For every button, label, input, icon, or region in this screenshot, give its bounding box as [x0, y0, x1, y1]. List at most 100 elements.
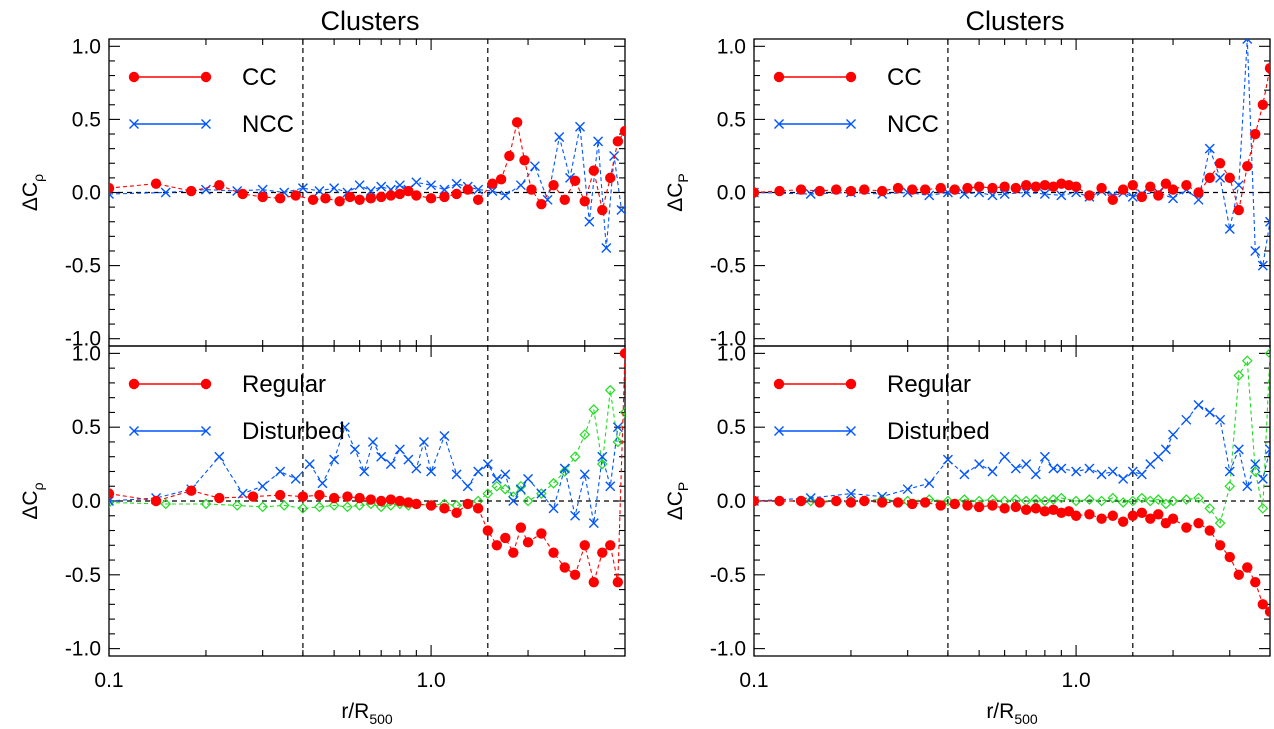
data-point [1215, 172, 1226, 183]
legend-marker [846, 119, 856, 129]
data-point [439, 503, 450, 514]
data-point [601, 243, 612, 254]
data-point [1127, 191, 1138, 202]
data-point [354, 194, 365, 206]
data-point [1224, 480, 1236, 492]
data-point [554, 131, 565, 142]
data-point [575, 121, 586, 132]
data-point [1010, 182, 1022, 194]
data-point [1010, 463, 1021, 474]
legend-marker [128, 378, 140, 390]
data-point [1181, 179, 1192, 191]
data-point [317, 478, 328, 489]
data-point [795, 184, 807, 195]
y-tick-label: -0.5 [710, 564, 746, 587]
data-point [1264, 348, 1270, 359]
data-point [1020, 179, 1032, 191]
data-point [1204, 172, 1215, 184]
y-axis-label-subscript: P [675, 482, 691, 491]
data-point [472, 194, 484, 206]
data-point [1145, 459, 1156, 470]
x-tick-label: 0.1 [739, 669, 768, 692]
data-point [559, 463, 570, 474]
data-point [504, 150, 515, 162]
data-point [1257, 99, 1269, 110]
legend-label: Disturbed [242, 418, 345, 445]
data-point [612, 436, 624, 448]
data-point [473, 466, 484, 477]
legend-label: CC [887, 64, 922, 91]
data-point [365, 186, 376, 197]
data-point [529, 161, 540, 172]
data-point [876, 497, 888, 508]
series-line-diamond [754, 353, 1270, 525]
data-point [307, 194, 319, 206]
data-point [365, 494, 377, 505]
data-point [482, 459, 493, 470]
data-point [987, 182, 998, 194]
data-point [214, 492, 225, 504]
data-point [959, 469, 970, 480]
legend-label: NCC [887, 111, 939, 138]
data-point [612, 136, 624, 147]
data-point [411, 177, 422, 188]
data-point [1167, 495, 1179, 507]
data-point [1107, 510, 1118, 521]
data-point [949, 498, 960, 510]
data-point [411, 463, 422, 474]
data-point [1096, 513, 1107, 524]
x-axis-label-main: r/R [341, 700, 369, 723]
data-point [1096, 469, 1107, 480]
data-point [526, 184, 537, 195]
y-axis-label: ΔCρ [19, 482, 46, 519]
data-point [1039, 451, 1050, 462]
data-point [214, 179, 225, 191]
data-point [569, 175, 581, 187]
data-point [999, 503, 1010, 514]
data-point [257, 501, 269, 513]
data-point [1257, 503, 1269, 514]
data-point [297, 183, 308, 194]
data-point [579, 469, 590, 480]
data-point [1193, 517, 1204, 529]
data-point [394, 180, 405, 191]
legend-label: Regular [242, 371, 326, 398]
data-point [439, 191, 450, 203]
data-point [548, 547, 559, 558]
data-point [425, 193, 437, 204]
data-point [892, 182, 904, 194]
legend-marker [200, 378, 212, 390]
data-point [491, 540, 503, 551]
data-point [604, 384, 616, 396]
data-point [907, 184, 918, 195]
data-point [385, 500, 397, 511]
data-point [1020, 504, 1032, 516]
data-point [942, 454, 953, 465]
data-point [385, 459, 396, 470]
data-point [354, 492, 365, 504]
data-point [859, 495, 870, 507]
right-column-title: Clusters [965, 6, 1064, 36]
data-point [935, 182, 946, 194]
data-point [1214, 540, 1226, 551]
data-point [1204, 525, 1215, 536]
data-point [403, 454, 414, 465]
data-point [482, 488, 494, 499]
x-axis-label-main: r/R [986, 700, 1014, 723]
data-point [472, 503, 484, 514]
data-point [612, 422, 623, 433]
data-point [329, 183, 340, 194]
data-point [588, 165, 599, 176]
data-point [616, 205, 625, 216]
data-point [1160, 498, 1172, 510]
data-point [548, 179, 559, 191]
data-point [1127, 510, 1139, 521]
data-point [1214, 158, 1226, 169]
y-tick-label: -1.0 [65, 638, 101, 661]
panel-top-left: -1.0 -0.5 0.0 0.5 1.0 CC NCC ΔCρ [19, 35, 626, 351]
data-point [247, 491, 259, 502]
data-point [754, 495, 760, 507]
series-line-cc [109, 122, 625, 211]
data-point [1181, 522, 1192, 533]
data-point [1107, 492, 1119, 504]
